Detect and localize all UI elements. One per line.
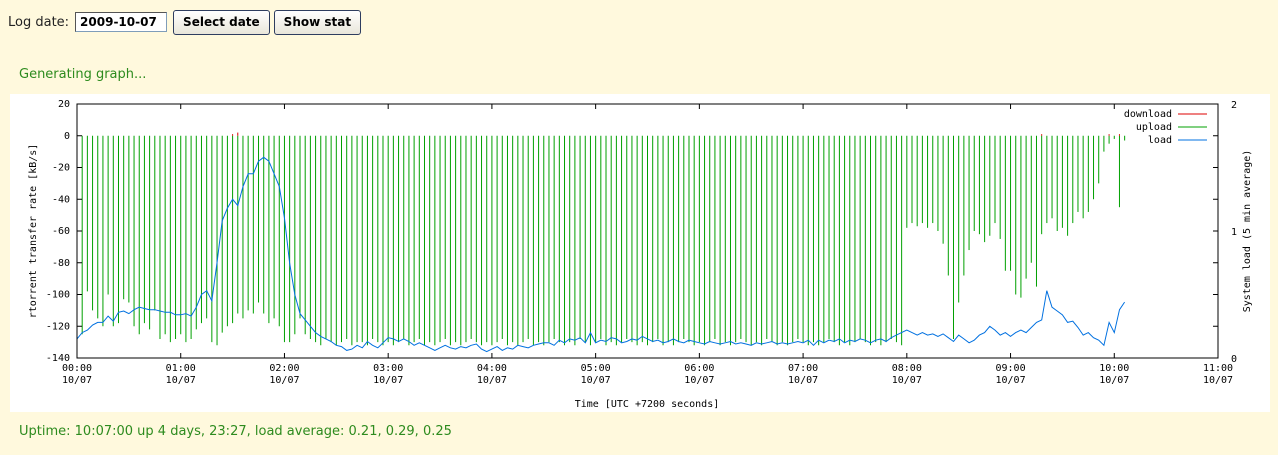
y-axis-label: rtorrent transfer rate [kB/s] xyxy=(28,144,39,319)
y2-axis-label: System load (5 min average) xyxy=(1242,150,1253,313)
x-tick-date: 10/07 xyxy=(166,375,196,386)
x-tick-date: 10/07 xyxy=(1099,375,1129,386)
uptime-info: Uptime: 10:07:00 up 4 days, 23:27, load … xyxy=(19,424,452,439)
x-tick-time: 04:00 xyxy=(477,363,507,374)
x-tick-time: 06:00 xyxy=(684,363,714,374)
y-tick-label: -40 xyxy=(52,194,70,205)
y2-tick-label: 2 xyxy=(1231,100,1237,111)
legend-label: upload xyxy=(1136,122,1172,133)
x-tick-time: 03:00 xyxy=(373,363,403,374)
legend-label: download xyxy=(1124,109,1172,120)
x-tick-time: 07:00 xyxy=(788,363,818,374)
legend-label: load xyxy=(1148,135,1172,146)
upload-series xyxy=(81,135,1126,346)
x-tick-date: 10/07 xyxy=(477,375,507,386)
x-tick-date: 10/07 xyxy=(995,375,1025,386)
y-tick-label: -80 xyxy=(52,258,70,269)
x-tick-date: 10/07 xyxy=(373,375,403,386)
x-tick-time: 01:00 xyxy=(166,363,196,374)
x-tick-date: 10/07 xyxy=(62,375,92,386)
y-tick-label: -140 xyxy=(46,353,70,364)
x-tick-date: 10/07 xyxy=(684,375,714,386)
x-axis-ticks: 00:0010/0701:0010/0702:0010/0703:0010/07… xyxy=(62,104,1233,386)
x-tick-date: 10/07 xyxy=(788,375,818,386)
log-date-input[interactable] xyxy=(75,12,168,32)
x-tick-time: 09:00 xyxy=(995,363,1025,374)
transfer-rate-chart: 200-20-40-60-80-100-120-140 210 00:0010/… xyxy=(28,99,1253,410)
y-tick-label: -100 xyxy=(46,290,70,301)
log-date-label: Log date: xyxy=(8,14,70,30)
x-tick-time: 08:00 xyxy=(892,363,922,374)
y-tick-label: 20 xyxy=(58,99,70,110)
y-tick-label: -20 xyxy=(52,163,70,174)
y-tick-label: -120 xyxy=(46,321,70,332)
toolbar: Log date: Select date Show stat xyxy=(8,9,365,35)
y-tick-label: 0 xyxy=(64,131,70,142)
x-tick-time: 10:00 xyxy=(1099,363,1129,374)
x-tick-time: 11:00 xyxy=(1203,363,1233,374)
chart-legend: download upload load xyxy=(1124,109,1207,146)
y-axis-ticks: 20 0 -20 -40 -60 -80 -100 -120 -140 xyxy=(46,99,1218,364)
status-message: Generating graph... xyxy=(19,67,147,82)
load-series-line xyxy=(76,156,1126,353)
y2-tick-label: 1 xyxy=(1231,227,1237,238)
x-tick-date: 10/07 xyxy=(1203,375,1233,386)
x-tick-time: 05:00 xyxy=(581,363,611,374)
y2-axis-ticks: 2 1 0 xyxy=(1231,100,1237,365)
x-tick-time: 02:00 xyxy=(269,363,299,374)
x-tick-date: 10/07 xyxy=(892,375,922,386)
x-tick-date: 10/07 xyxy=(269,375,299,386)
y-tick-label: -60 xyxy=(52,226,70,237)
x-tick-time: 00:00 xyxy=(62,363,92,374)
show-stat-button[interactable]: Show stat xyxy=(273,9,362,35)
select-date-button[interactable]: Select date xyxy=(173,9,270,35)
download-series xyxy=(232,132,1120,136)
y2-tick-label: 0 xyxy=(1231,354,1237,365)
x-axis-label: Time [UTC +7200 seconds] xyxy=(575,399,720,410)
x-tick-date: 10/07 xyxy=(581,375,611,386)
